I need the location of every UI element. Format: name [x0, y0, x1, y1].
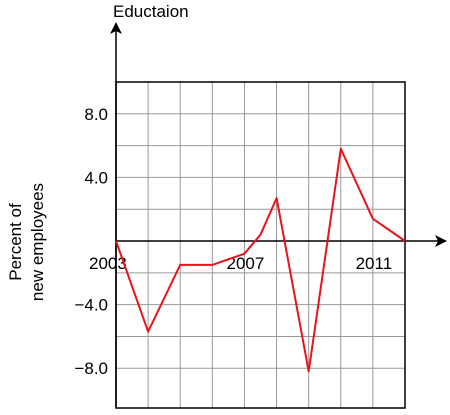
- series: [115, 147, 406, 373]
- y-tick-label: −4.0: [74, 296, 108, 315]
- y-tick-label: −8.0: [74, 359, 108, 378]
- plot-frame: [115, 81, 406, 409]
- y-tick-label: 8.0: [84, 105, 108, 124]
- y-axis-label-line-2: new employees: [28, 183, 47, 301]
- x-tick-label: 2007: [227, 254, 265, 273]
- tick-labels: 8.0 4.0 −4.0 −8.0 2003 2007 2011: [74, 105, 392, 378]
- chart-title: Eductaion: [113, 2, 189, 21]
- series-line: [115, 147, 406, 373]
- x-tick-label: 2011: [356, 254, 393, 273]
- y-axis-label-line-1: Percent of: [6, 203, 25, 281]
- grid: [116, 81, 405, 408]
- y-tick-label: 4.0: [84, 168, 108, 187]
- x-tick-label: 2003: [89, 254, 127, 273]
